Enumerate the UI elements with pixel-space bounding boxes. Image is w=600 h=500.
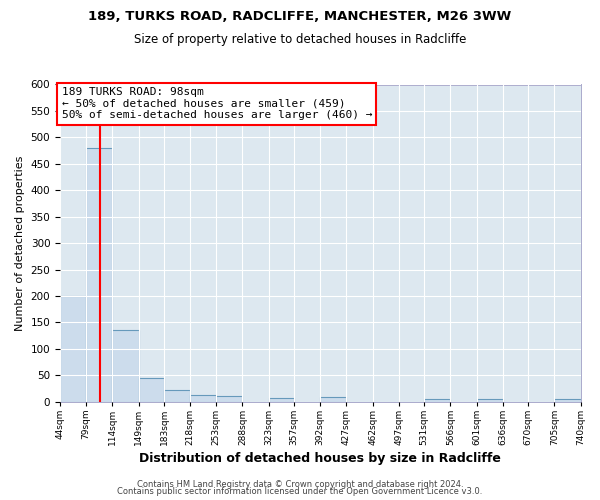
- Text: Contains HM Land Registry data © Crown copyright and database right 2024.: Contains HM Land Registry data © Crown c…: [137, 480, 463, 489]
- Bar: [164, 390, 190, 402]
- Text: Contains public sector information licensed under the Open Government Licence v3: Contains public sector information licen…: [118, 487, 482, 496]
- Bar: [424, 399, 451, 402]
- Bar: [217, 396, 242, 402]
- X-axis label: Distribution of detached houses by size in Radcliffe: Distribution of detached houses by size …: [139, 452, 501, 465]
- Bar: [269, 398, 294, 402]
- Bar: [476, 399, 503, 402]
- Text: Size of property relative to detached houses in Radcliffe: Size of property relative to detached ho…: [134, 32, 466, 46]
- Text: 189, TURKS ROAD, RADCLIFFE, MANCHESTER, M26 3WW: 189, TURKS ROAD, RADCLIFFE, MANCHESTER, …: [88, 10, 512, 23]
- Bar: [86, 148, 112, 402]
- Bar: [60, 296, 86, 402]
- Bar: [112, 330, 139, 402]
- Bar: [320, 397, 346, 402]
- Bar: [190, 395, 217, 402]
- Y-axis label: Number of detached properties: Number of detached properties: [15, 156, 25, 331]
- Bar: [554, 398, 581, 402]
- Text: 189 TURKS ROAD: 98sqm
← 50% of detached houses are smaller (459)
50% of semi-det: 189 TURKS ROAD: 98sqm ← 50% of detached …: [62, 87, 372, 120]
- Bar: [139, 378, 164, 402]
